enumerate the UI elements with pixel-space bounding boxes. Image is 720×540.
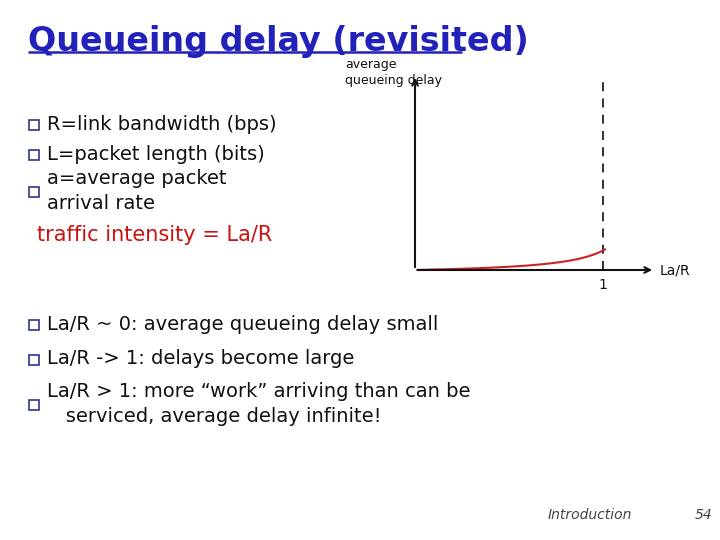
Text: R=link bandwidth (bps): R=link bandwidth (bps) [47,114,276,133]
Text: 1: 1 [598,278,608,292]
Text: average
queueing delay: average queueing delay [345,58,442,87]
Bar [29,187,39,197]
Text: La/R: La/R [660,263,690,277]
Bar [29,120,39,130]
Text: La/R ~ 0: average queueing delay small: La/R ~ 0: average queueing delay small [47,314,438,334]
Text: 54: 54 [695,508,713,522]
Text: Queueing delay (revisited): Queueing delay (revisited) [28,25,528,58]
Text: La/R -> 1: delays become large: La/R -> 1: delays become large [47,349,354,368]
Bar [29,150,39,160]
Text: Introduction: Introduction [548,508,632,522]
Bar [29,355,39,365]
Text: L=packet length (bits): L=packet length (bits) [47,145,265,164]
Text: La/R > 1: more “work” arriving than can be
   serviced, average delay infinite!: La/R > 1: more “work” arriving than can … [47,382,470,426]
Bar [29,320,39,330]
Text: a=average packet
arrival rate: a=average packet arrival rate [47,170,227,213]
Text: traffic intensity = La/R: traffic intensity = La/R [37,225,272,245]
Bar [29,400,39,410]
